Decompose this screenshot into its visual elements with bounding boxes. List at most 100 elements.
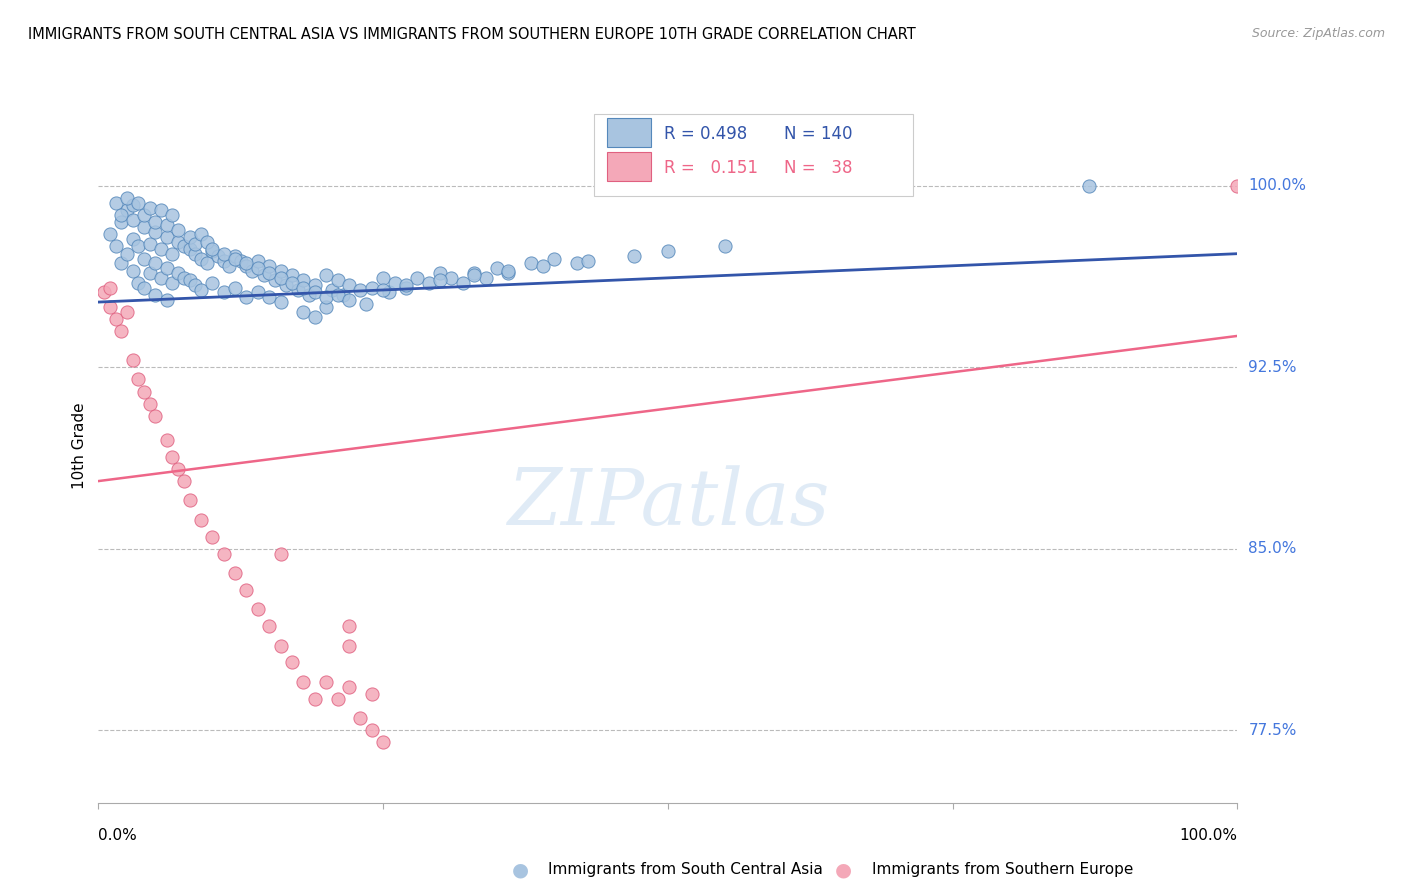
Point [190,513,212,527]
Point [104,239,127,253]
Point [235,256,257,270]
Point [429,273,451,287]
Point [337,639,360,653]
Point [138,201,160,215]
Point [371,271,394,285]
Point [326,288,349,302]
Point [138,237,160,252]
Point [173,239,195,253]
Point [264,273,287,287]
Point [378,285,401,300]
Point [132,208,155,222]
Point [127,195,149,210]
Point [354,297,377,311]
Point [371,283,394,297]
Point [201,242,224,256]
Point [360,280,382,294]
Point [167,266,190,280]
Point [138,266,160,280]
Point [246,602,269,616]
Point [252,268,274,283]
Point [240,263,263,277]
Point [179,493,201,508]
Point [110,215,132,229]
Point [235,259,257,273]
Point [486,261,509,276]
Point [98,280,121,294]
Point [315,674,337,689]
Point [115,246,138,260]
Point [115,304,138,318]
Point [150,271,173,285]
Point [349,283,371,297]
Point [127,276,149,290]
Point [474,271,496,285]
Point [145,215,167,229]
Point [246,254,269,268]
Point [332,288,354,302]
Point [246,285,269,300]
Text: ●: ● [835,860,852,880]
Point [337,619,360,633]
Text: ●: ● [512,860,529,880]
Point [212,246,235,260]
Point [110,324,132,338]
Point [212,285,235,300]
Point [1078,178,1101,193]
Point [156,218,179,232]
Text: Immigrants from South Central Asia: Immigrants from South Central Asia [548,863,824,877]
Point [150,242,173,256]
Point [304,278,326,293]
Point [127,372,149,386]
Point [714,239,737,253]
Point [287,283,309,297]
Text: 77.5%: 77.5% [1249,723,1296,738]
Point [190,252,212,266]
Point [270,547,292,561]
Point [270,271,292,285]
Point [520,256,543,270]
Point [657,244,679,259]
Point [121,263,143,277]
Point [395,278,418,293]
Point [207,249,229,263]
Text: ZIPatlas: ZIPatlas [506,465,830,541]
Point [138,397,160,411]
Bar [607,152,651,180]
Point [576,254,599,268]
Point [212,254,235,268]
Point [235,582,257,597]
Point [337,278,360,293]
Point [98,300,121,314]
Point [115,203,138,218]
Point [418,276,440,290]
Point [132,252,155,266]
Text: 92.5%: 92.5% [1249,359,1296,375]
Point [531,259,554,273]
Point [201,276,224,290]
Point [371,735,394,749]
FancyBboxPatch shape [593,114,912,196]
Point [276,278,298,293]
Point [201,244,224,259]
Point [162,208,184,222]
Point [395,280,418,294]
Point [1226,178,1249,193]
Point [315,300,337,314]
Text: N =   38: N = 38 [785,159,852,177]
Point [451,276,474,290]
Point [543,252,565,266]
Point [281,656,304,670]
Point [292,304,315,318]
Point [281,268,304,283]
Point [132,280,155,294]
Point [235,290,257,304]
Point [463,268,485,283]
Point [360,723,382,738]
Point [315,290,337,304]
Point [326,273,349,287]
Point [218,259,240,273]
Point [104,312,127,326]
Point [121,232,143,246]
Point [121,353,143,368]
